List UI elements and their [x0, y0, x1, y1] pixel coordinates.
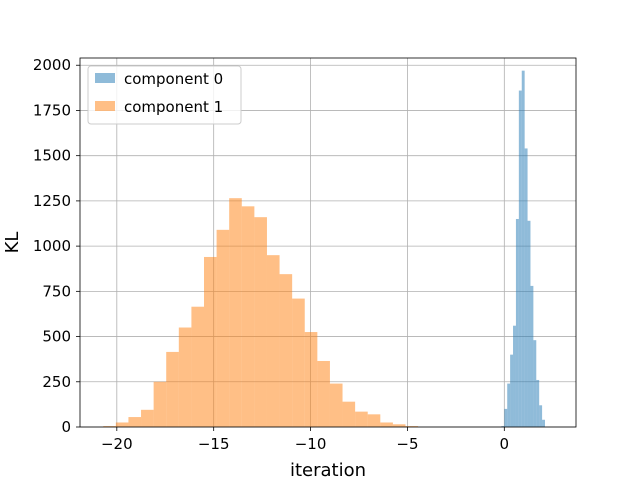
legend-swatch-component-0: [95, 73, 115, 83]
histogram-bar-component-1: [178, 327, 192, 427]
histogram-bar-component-1: [279, 274, 293, 427]
histogram-bar-component-0: [533, 340, 537, 427]
x-tick-label: −5: [396, 435, 418, 453]
histogram-bar-component-1: [304, 332, 318, 427]
histogram-bar-component-1: [292, 298, 305, 427]
histogram-bar-component-0: [527, 220, 531, 427]
x-tick-label: −15: [198, 435, 230, 453]
y-tick-label: 0: [61, 418, 71, 436]
histogram-bar-component-1: [355, 411, 368, 427]
legend-label-component-1: component 1: [124, 98, 223, 116]
y-tick-label: 1250: [33, 192, 71, 210]
histogram-bar-component-1: [254, 217, 267, 427]
histogram-bar-component-1: [405, 426, 419, 427]
histogram-bar-component-1: [128, 417, 142, 427]
histogram-bar-component-0: [504, 408, 508, 427]
legend-label-component-0: component 0: [124, 70, 223, 88]
plot-frame: [79, 57, 577, 428]
y-tick-label: 2000: [33, 56, 71, 74]
histogram-bar-component-1: [191, 306, 204, 427]
histogram-bar-component-0: [513, 325, 516, 427]
histogram-bar-component-1: [392, 424, 406, 427]
histogram-bar-component-1: [342, 401, 356, 427]
y-tick-label: 1500: [33, 147, 71, 165]
histogram-bar-component-0: [539, 405, 543, 427]
x-tick-label: −20: [101, 435, 133, 453]
histogram-bar-component-1: [367, 414, 381, 427]
histogram-bar-component-0: [501, 426, 505, 427]
histogram-bar-component-0: [507, 383, 511, 427]
legend-box: [87, 65, 242, 125]
histogram-bar-component-1: [115, 422, 129, 427]
histogram-bar-component-1: [229, 198, 242, 427]
histogram-bar-component-1: [317, 360, 330, 427]
histogram-bar-component-1: [166, 351, 179, 427]
histogram-bar-component-0: [530, 285, 534, 427]
axis-ticks: −20 −15 −10 −5 0 0 250 500 750 1000 1250 1500 1750 20…: [33, 56, 509, 453]
y-tick-label: 250: [42, 373, 71, 391]
y-tick-label: 500: [42, 328, 71, 346]
x-tick-label: 0: [500, 435, 510, 453]
histogram-bar-component-1: [329, 383, 343, 427]
histogram-bar-component-0: [518, 90, 522, 427]
histogram-bar-component-1: [153, 381, 167, 427]
histogram-bar-component-1: [141, 409, 154, 427]
histogram-bar-component-1: [380, 422, 393, 427]
y-tick-label: 1750: [33, 101, 71, 119]
histogram-bar-component-1: [216, 229, 230, 427]
histogram-bar-component-1: [204, 256, 217, 427]
histogram-bar-component-1: [241, 206, 255, 427]
histogram-bar-component-0: [536, 379, 540, 427]
histogram-bar-component-0: [515, 218, 519, 427]
histogram-bars: [103, 70, 545, 428]
legend-swatch-component-1: [95, 101, 115, 111]
x-tick-label: −10: [295, 435, 327, 453]
x-axis-label: iteration: [290, 460, 366, 480]
histogram-bar-component-1: [266, 255, 280, 427]
y-tick-label: 750: [42, 282, 71, 300]
y-axis-label: KL: [2, 232, 23, 254]
legend: component 0 component 1: [87, 65, 242, 125]
histogram-bar-component-0: [524, 148, 528, 428]
histogram-bar-component-0: [542, 419, 545, 427]
y-tick-label: 1000: [33, 237, 71, 255]
histogram-bar-component-0: [510, 354, 514, 427]
histogram-bar-component-0: [521, 70, 525, 427]
histogram-bar-component-1: [103, 426, 116, 427]
